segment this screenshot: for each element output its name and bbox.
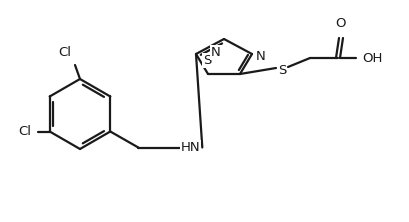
Text: Cl: Cl — [18, 125, 31, 138]
Text: N: N — [211, 46, 220, 59]
Text: S: S — [202, 54, 211, 67]
Text: HN: HN — [180, 141, 200, 154]
Text: Cl: Cl — [58, 46, 71, 59]
Text: S: S — [277, 63, 285, 77]
Text: O: O — [335, 17, 346, 30]
Text: N: N — [256, 50, 265, 63]
Text: OH: OH — [361, 52, 381, 65]
